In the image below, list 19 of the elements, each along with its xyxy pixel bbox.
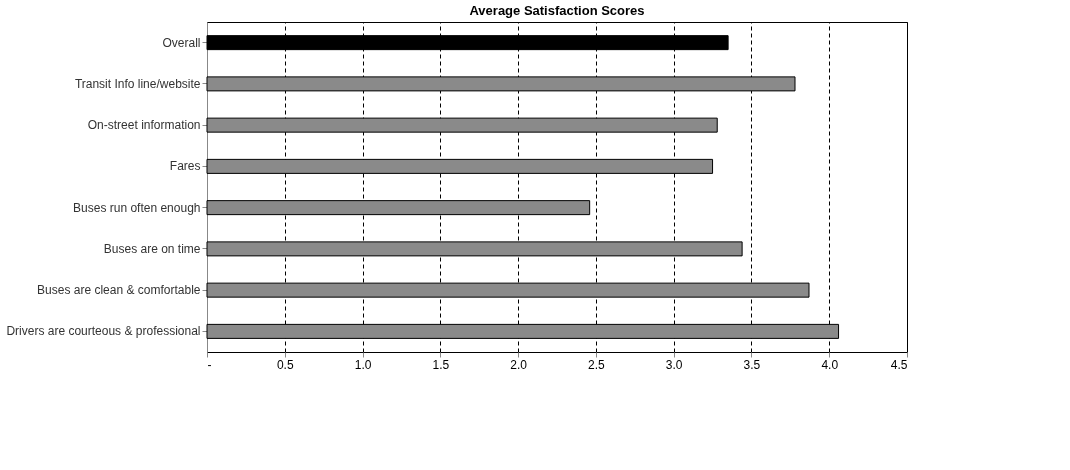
x-tick-label: 4.5 <box>890 357 908 372</box>
y-tick-label: On-street information <box>87 118 201 133</box>
x-tick-label: 4.0 <box>821 357 839 372</box>
y-tick-label: Buses are on time <box>103 241 201 256</box>
x-tick-label: 3.0 <box>665 357 683 372</box>
x-tick-label: 0.5 <box>276 357 294 372</box>
y-tick-label: Overall <box>162 35 201 50</box>
x-tick-label: 2.5 <box>588 357 606 372</box>
y-tick-label: Buses are clean & comfortable <box>37 283 201 298</box>
y-tick-label: Transit Info line/website <box>74 76 201 91</box>
y-tick-label: Drivers are courteous & professional <box>6 324 201 339</box>
chart-title: Average Satisfaction Scores <box>469 3 645 18</box>
x-tick-label: 1.5 <box>432 357 450 372</box>
x-tick-label: 3.5 <box>743 357 761 372</box>
x-tick-label: 1.0 <box>354 357 372 372</box>
y-tick-label: Fares <box>169 159 201 174</box>
y-tick-label: Buses run often enough <box>73 200 201 215</box>
x-tick-label: - <box>207 357 212 372</box>
x-tick-label: 2.0 <box>510 357 528 372</box>
